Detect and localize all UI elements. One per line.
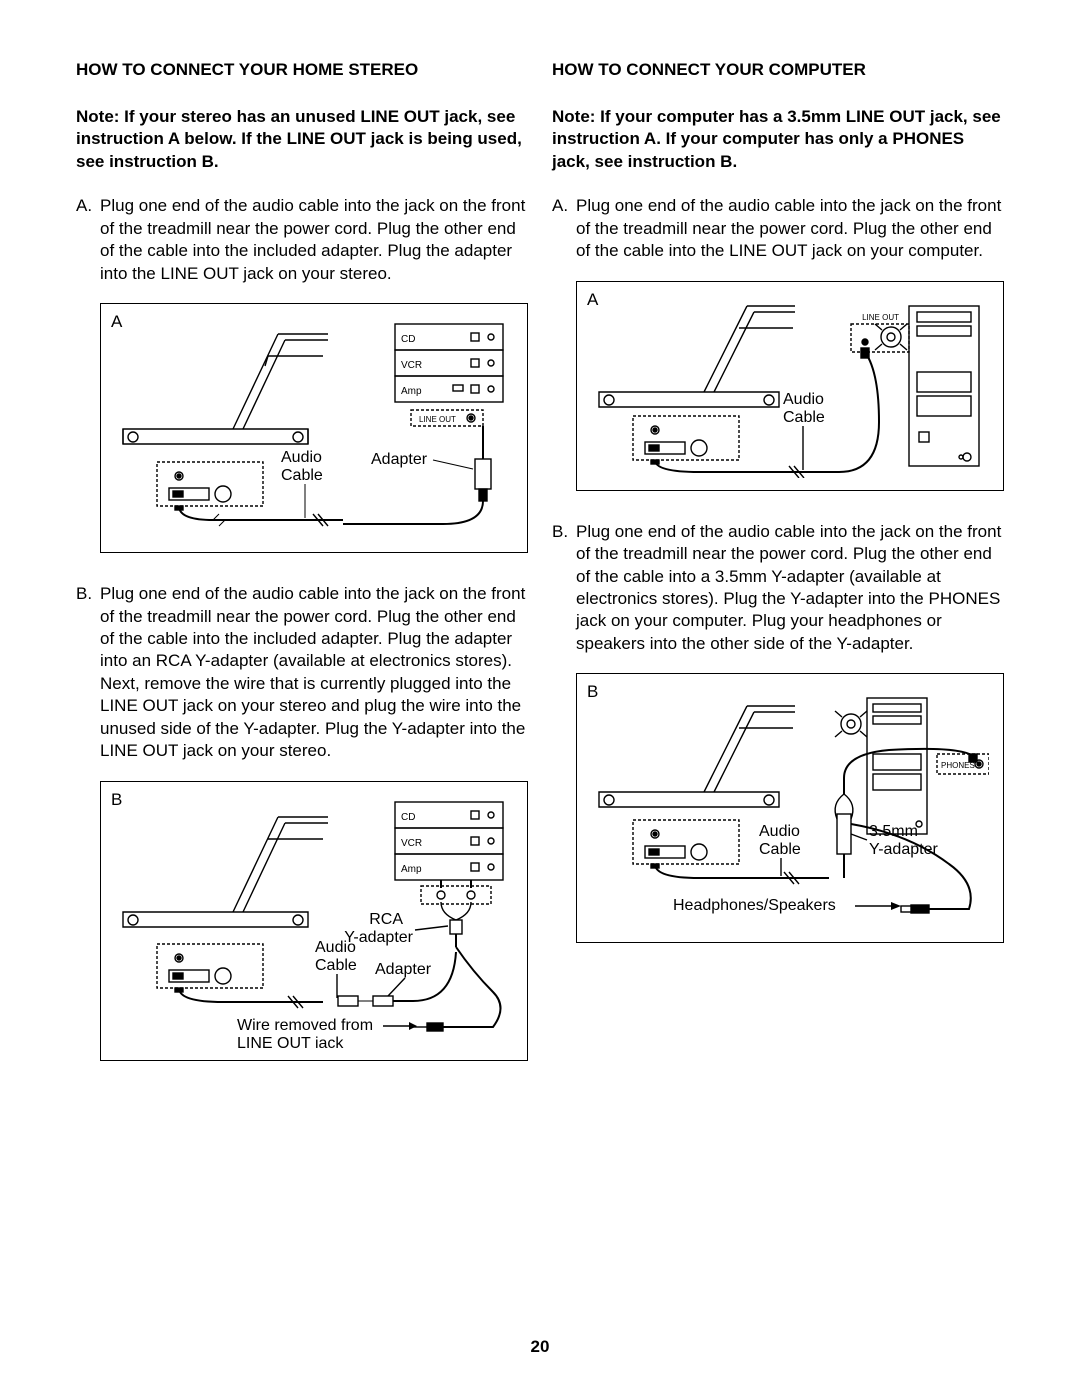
- svg-text:Audio: Audio: [759, 823, 800, 840]
- svg-text:LINE OUT jack: LINE OUT jack: [237, 1035, 344, 1048]
- svg-text:Amp: Amp: [401, 864, 422, 875]
- manual-page: HOW TO CONNECT YOUR HOME STEREO Note: If…: [0, 0, 1080, 1091]
- right-step-b: B. Plug one end of the audio cable into …: [552, 521, 1004, 656]
- left-diagram-a: A: [100, 303, 528, 553]
- step-letter: B.: [76, 583, 100, 763]
- step-letter: A.: [76, 195, 100, 285]
- right-diagram-a: A: [576, 281, 1004, 491]
- right-column: HOW TO CONNECT YOUR COMPUTER Note: If yo…: [552, 60, 1004, 1091]
- diagram-svg: CD VCR Amp: [113, 792, 513, 1048]
- svg-text:CD: CD: [401, 334, 415, 345]
- step-body: Plug one end of the audio cable into the…: [576, 521, 1004, 656]
- page-number: 20: [0, 1337, 1080, 1357]
- right-heading: HOW TO CONNECT YOUR COMPUTER: [552, 60, 1004, 80]
- step-body: Plug one end of the audio cable into the…: [100, 195, 528, 285]
- svg-text:CD: CD: [401, 812, 415, 823]
- panel-label: A: [111, 312, 122, 332]
- svg-text:Audio: Audio: [281, 449, 322, 466]
- right-note: Note: If your computer has a 3.5mm LINE …: [552, 106, 1004, 173]
- svg-text:Headphones/Speakers: Headphones/Speakers: [673, 897, 836, 914]
- diagram-svg: LINE OUT Audio Cable: [589, 292, 989, 478]
- panel-label: A: [587, 290, 598, 310]
- panel-label: B: [587, 682, 598, 702]
- svg-text:Wire removed from: Wire removed from: [237, 1017, 373, 1034]
- left-diagram-b: B: [100, 781, 528, 1061]
- svg-text:VCR: VCR: [401, 360, 422, 371]
- svg-text:Cable: Cable: [281, 467, 323, 484]
- svg-text:Cable: Cable: [759, 841, 801, 858]
- left-step-a: A. Plug one end of the audio cable into …: [76, 195, 528, 285]
- svg-text:VCR: VCR: [401, 838, 422, 849]
- svg-text:RCA: RCA: [369, 911, 403, 928]
- diagram-svg: CD VCR Amp LINE OUT: [113, 314, 513, 540]
- svg-text:Y-adapter: Y-adapter: [869, 841, 938, 858]
- left-step-b: B. Plug one end of the audio cable into …: [76, 583, 528, 763]
- step-body: Plug one end of the audio cable into the…: [576, 195, 1004, 262]
- svg-text:LINE OUT: LINE OUT: [862, 313, 899, 322]
- step-letter: A.: [552, 195, 576, 262]
- svg-text:Cable: Cable: [315, 957, 357, 974]
- diagram-svg: PHONES: [589, 684, 989, 930]
- svg-text:Cable: Cable: [783, 409, 825, 426]
- step-letter: B.: [552, 521, 576, 656]
- svg-text:Adapter: Adapter: [371, 451, 428, 468]
- svg-text:LINE OUT: LINE OUT: [419, 415, 456, 424]
- svg-text:3.5mm: 3.5mm: [869, 823, 918, 840]
- svg-text:Y-adapter: Y-adapter: [344, 929, 413, 946]
- right-step-a: A. Plug one end of the audio cable into …: [552, 195, 1004, 262]
- svg-text:Amp: Amp: [401, 386, 422, 397]
- step-body: Plug one end of the audio cable into the…: [100, 583, 528, 763]
- left-column: HOW TO CONNECT YOUR HOME STEREO Note: If…: [76, 60, 528, 1091]
- left-heading: HOW TO CONNECT YOUR HOME STEREO: [76, 60, 528, 80]
- left-note: Note: If your stereo has an unused LINE …: [76, 106, 528, 173]
- svg-text:Audio: Audio: [783, 391, 824, 408]
- right-diagram-b: B: [576, 673, 1004, 943]
- svg-text:Adapter: Adapter: [375, 961, 432, 978]
- panel-label: B: [111, 790, 122, 810]
